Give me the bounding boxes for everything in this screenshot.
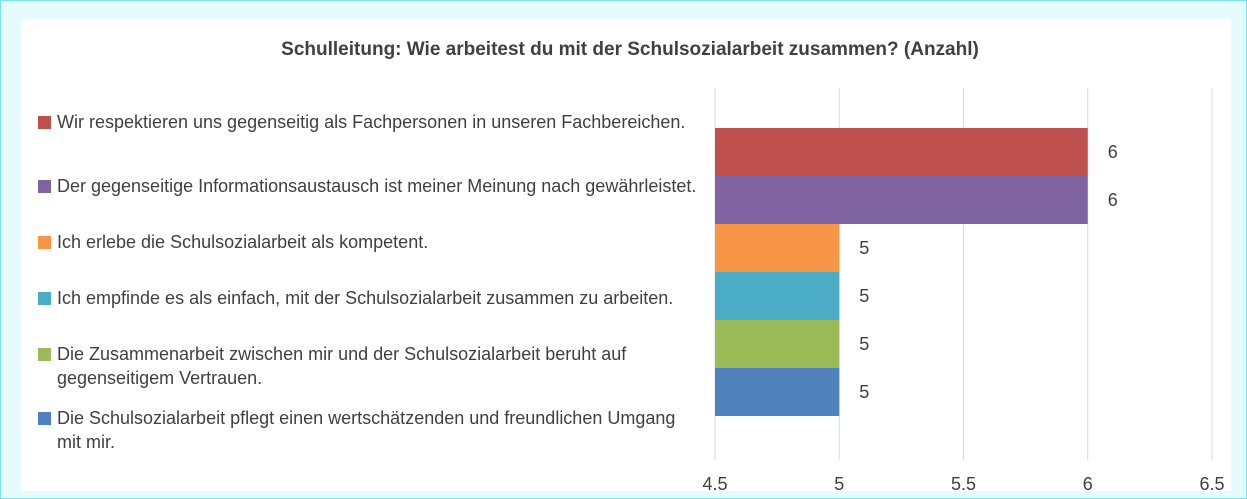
legend-item: Ich empfinde es als einfach, mit der Sch… bbox=[38, 286, 698, 310]
bar bbox=[715, 272, 840, 320]
data-label: 6 bbox=[1108, 190, 1118, 210]
data-label: 5 bbox=[859, 238, 869, 258]
legend-item: Der gegenseitige Informationsaustausch i… bbox=[38, 174, 698, 198]
legend-item: Wir respektieren uns gegenseitig als Fac… bbox=[38, 110, 698, 134]
legend-item: Ich erlebe die Schulsozialarbeit als kom… bbox=[38, 230, 698, 254]
x-tick-label: 6 bbox=[1083, 474, 1093, 494]
x-tick-label: 6.5 bbox=[1199, 474, 1224, 494]
legend-label: Wir respektieren uns gegenseitig als Fac… bbox=[57, 112, 686, 132]
legend-swatch bbox=[38, 180, 51, 193]
legend-swatch bbox=[38, 292, 51, 305]
bar bbox=[715, 176, 1088, 224]
data-label: 6 bbox=[1108, 142, 1118, 162]
legend-label: Der gegenseitige Informationsaustausch i… bbox=[57, 176, 697, 196]
legend-label: Die Zusammenarbeit zwischen mir und der … bbox=[57, 344, 627, 388]
legend-swatch bbox=[38, 236, 51, 249]
data-label: 5 bbox=[859, 286, 869, 306]
bar bbox=[715, 128, 1088, 176]
legend-label: Ich empfinde es als einfach, mit der Sch… bbox=[57, 288, 674, 308]
legend-label: Ich erlebe die Schulsozialarbeit als kom… bbox=[57, 232, 429, 252]
data-label: 5 bbox=[859, 382, 869, 402]
x-tick-label: 5 bbox=[834, 474, 844, 494]
bar bbox=[715, 368, 840, 416]
data-label: 5 bbox=[859, 334, 869, 354]
x-tick-label: 5.5 bbox=[951, 474, 976, 494]
legend-swatch bbox=[38, 412, 51, 425]
chart-area bbox=[21, 19, 1231, 491]
x-tick-label: 4.5 bbox=[702, 474, 727, 494]
bar bbox=[715, 224, 840, 272]
legend-label: Die Schulsozialarbeit pflegt einen werts… bbox=[57, 408, 676, 452]
legend-swatch bbox=[38, 116, 51, 129]
legend-swatch bbox=[38, 348, 51, 361]
bar bbox=[715, 320, 840, 368]
legend-item: Die Schulsozialarbeit pflegt einen werts… bbox=[38, 406, 698, 454]
chart-title: Schulleitung: Wie arbeitest du mit der S… bbox=[281, 39, 979, 60]
legend-item: Die Zusammenarbeit zwischen mir und der … bbox=[38, 342, 698, 390]
